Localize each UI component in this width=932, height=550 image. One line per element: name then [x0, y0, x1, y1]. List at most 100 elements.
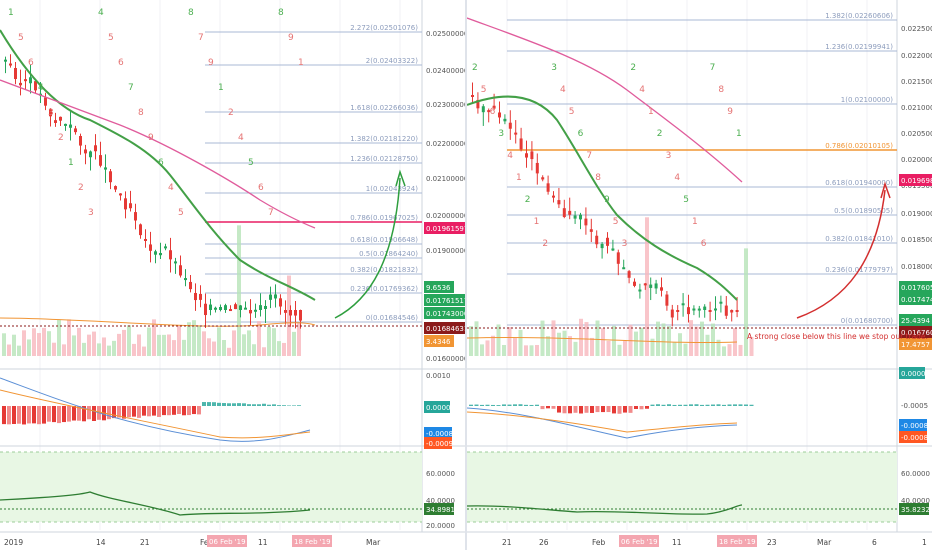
volume-bar: [2, 333, 6, 356]
price-badge-orange: 3.4346: [426, 338, 451, 346]
time-tick-label: 11: [672, 538, 682, 547]
volume-bar: [650, 338, 655, 356]
macd-histogram-bar: [42, 406, 46, 424]
volume-bar: [711, 323, 715, 356]
volume-bar: [47, 331, 51, 356]
macd-histogram-bar: [212, 402, 216, 406]
candle-body: [284, 310, 287, 313]
macd-histogram-bar: [645, 406, 649, 409]
candle-body: [289, 310, 292, 316]
macd-histogram-bar: [62, 406, 66, 423]
candle-body: [714, 308, 717, 311]
td-count-number: 4: [560, 85, 566, 95]
fib-level-label: 0.618(0.01906648): [350, 236, 418, 244]
candle-body: [79, 136, 82, 146]
volume-bar: [232, 330, 236, 356]
time-tick-label: Feb: [592, 538, 606, 547]
candle-body: [129, 203, 132, 209]
candle-body: [606, 237, 609, 246]
macd-histogram-bar: [152, 406, 156, 416]
macd-histogram-bar: [694, 404, 699, 406]
macd-histogram-bar: [551, 406, 556, 409]
macd-histogram-bar: [2, 406, 6, 425]
volume-bar: [480, 344, 484, 356]
right-chart-panel[interactable]: 1.382(0.02260606) 1.236(0.02199941) 1(0.02…: [467, 0, 932, 550]
macd-histogram-bar: [117, 406, 121, 418]
macd-histogram-bar: [738, 404, 743, 406]
td-count-number: 7: [128, 83, 134, 93]
macd-histogram-bar: [496, 405, 501, 406]
candle-body: [44, 97, 47, 106]
price-badge-dark-bg: [424, 322, 465, 334]
volume-bar: [595, 320, 600, 356]
macd-histogram-bar: [733, 404, 737, 406]
candle-body: [134, 212, 137, 221]
volume-bar: [689, 320, 693, 356]
candle-body: [643, 283, 647, 286]
candle-body: [149, 244, 152, 251]
macd-histogram-bar: [162, 406, 166, 416]
td-count-number: 6: [258, 183, 264, 193]
fib-level-label: 0.236(0.01769362): [350, 285, 418, 293]
volume-bar: [557, 332, 561, 356]
volume-bar: [192, 320, 196, 356]
macd-histogram-bar: [661, 404, 666, 406]
volume-bar: [247, 330, 251, 356]
volume-bar: [132, 343, 136, 356]
volume-bar: [272, 328, 276, 356]
macd-histogram-bar: [202, 402, 206, 406]
macd-histogram-bar: [252, 404, 256, 406]
candle-body: [514, 132, 518, 135]
candle-body: [249, 310, 252, 314]
volume-bar: [127, 325, 131, 356]
macd-histogram-bar: [192, 406, 196, 415]
macd-histogram-bar: [628, 406, 633, 413]
price-badge-green: 0.01743000: [426, 310, 465, 318]
volume-bar: [502, 344, 506, 356]
fib-level-label: 2(0.02403322): [366, 57, 418, 65]
volume-bar: [612, 325, 616, 356]
td-count-number: 8: [278, 8, 284, 18]
volume-bar: [518, 329, 523, 356]
volume-bar: [491, 335, 495, 356]
macd-histogram-bar: [122, 406, 126, 419]
price-tick-label: 0.02000000: [426, 212, 465, 220]
td-count-number: 1: [736, 129, 742, 139]
volume-bar: [634, 331, 638, 356]
price-tick-label: 0.0225000: [901, 25, 932, 33]
td-count-number: 6: [701, 239, 707, 249]
price-badge-green: 0.01761517: [426, 297, 465, 305]
macd-histogram-bar: [262, 403, 266, 406]
macd-histogram-bar: [157, 406, 161, 417]
volume-bar: [573, 341, 578, 356]
ma-line: [0, 79, 316, 229]
macd-histogram-bar: [584, 406, 589, 413]
td-count-number: 3: [622, 239, 628, 249]
time-tick-label: 21: [502, 538, 512, 547]
fib-level-label: 1.236(0.02128750): [350, 155, 418, 163]
candle-body: [660, 287, 663, 291]
price-badge-pink: 0.01961597: [426, 225, 465, 233]
price-badge-green-bg: [899, 293, 932, 305]
left-chart-canvas[interactable]: 2.272(0.02501076) 2(0.02403322) 1.618(0.02…: [0, 0, 465, 550]
volume-bar: [672, 342, 677, 356]
volume-bar: [87, 334, 91, 356]
price-tick-label: 0.01600000: [426, 355, 465, 363]
volume-bar: [147, 327, 151, 356]
macd-badge-red-bg: [899, 431, 927, 443]
volume-bar: [617, 344, 622, 356]
td-count-number: 9: [604, 195, 610, 205]
left-chart-panel[interactable]: 2.272(0.02501076) 2(0.02403322) 1.618(0.02…: [0, 0, 465, 550]
td-count-number: 1: [534, 217, 540, 227]
macd-histogram-bar: [711, 404, 715, 406]
macd-histogram-bar: [678, 404, 682, 406]
volume-bar: [683, 343, 688, 356]
td-count-number: 2: [228, 108, 234, 118]
price-badge-green-bg: [899, 281, 932, 293]
td-count-number: 2: [58, 133, 64, 143]
volume-bar: [656, 321, 660, 356]
right-chart-canvas[interactable]: 1.382(0.02260606) 1.236(0.02199941) 1(0.02…: [467, 0, 932, 550]
td-count-number: 2: [78, 183, 84, 193]
macd-histogram-bar: [197, 406, 201, 415]
td-count-number: 1: [692, 217, 698, 227]
